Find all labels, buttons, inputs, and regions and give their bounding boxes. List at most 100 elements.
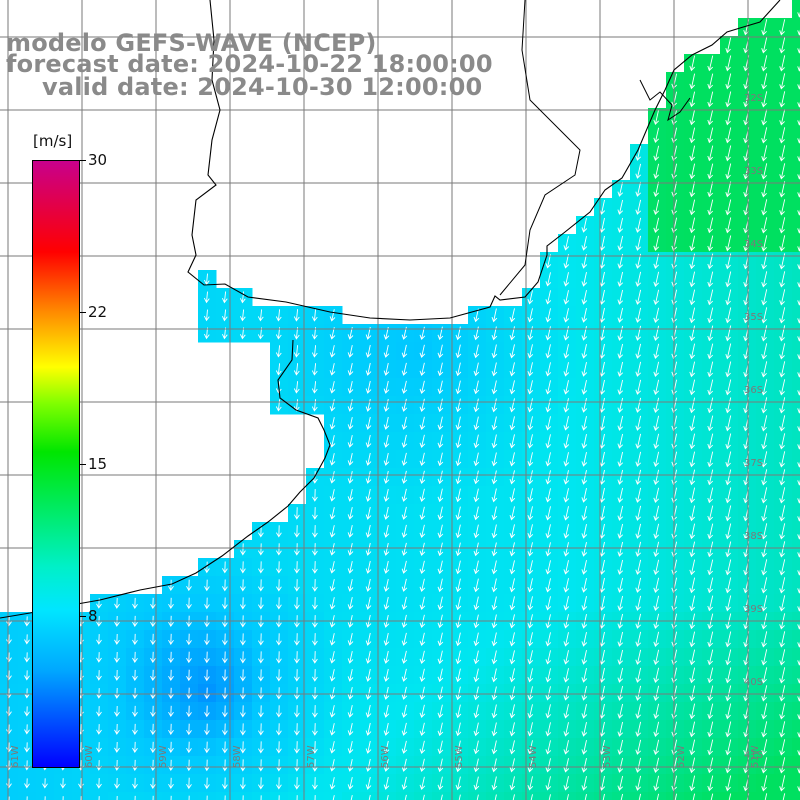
wind-vector [761,469,768,486]
wind-cell [792,396,800,415]
wind-vector [455,362,462,377]
wind-vector [365,416,372,430]
wind-vector [312,651,318,664]
wind-vector [401,668,408,682]
wind-vector [491,344,498,359]
wind-vector [653,109,660,126]
wind-vector [779,271,786,288]
wind-vector [689,163,696,180]
wind-vector [617,325,624,341]
wind-vector [132,723,138,735]
wind-vector [653,559,660,576]
wind-vector [365,596,372,610]
wind-vector [491,650,498,665]
wind-vector [186,597,192,610]
wind-vector [24,634,30,645]
wind-vector [222,651,228,664]
wind-vector [689,721,696,738]
wind-vector [635,559,642,575]
latitude-label: 33S [744,166,763,177]
wind-vector [779,541,786,558]
wind-cell [792,306,800,325]
wind-vector [761,505,768,522]
wind-vector [419,344,426,359]
wind-vector [689,397,696,414]
wind-vector [779,289,786,306]
wind-vector [473,722,480,737]
wind-vector [653,181,660,198]
wind-vector [258,651,264,664]
wind-vector [437,434,444,449]
wind-vector [761,397,768,414]
wind-cell [558,792,577,800]
wind-vector [168,597,174,610]
wind-vector [545,272,552,287]
wind-cell [792,702,800,721]
wind-vector [294,687,300,700]
wind-vector [258,633,264,646]
wind-vector [60,778,66,789]
wind-vector [221,291,228,304]
wind-vector [329,651,336,664]
wind-vector [329,705,336,718]
wind-vector [581,362,588,377]
wind-vector [422,794,425,800]
wind-vector [437,578,444,593]
wind-vector [204,633,210,646]
wind-vector [509,344,516,359]
wind-vector [581,560,588,575]
wind-vector [509,650,516,665]
wind-vector [186,651,192,664]
wind-vector [725,559,732,576]
wind-vector [491,524,498,539]
wind-vector [527,722,534,737]
wind-vector [725,235,732,252]
wind-vector [204,759,210,772]
wind-vector [509,632,516,647]
wind-vector [779,91,786,108]
wind-vector [293,381,300,394]
wind-vector [473,560,480,575]
wind-vector [635,271,642,287]
wind-vector [761,721,768,738]
wind-vector [527,650,534,665]
wind-vector [545,650,552,665]
wind-vector [437,524,444,539]
wind-vector [329,507,336,520]
wind-vector [186,741,192,754]
wind-vector [635,685,642,701]
wind-vector [617,451,624,467]
wind-vector [329,363,336,376]
wind-cell [360,792,379,800]
longitude-label: 51W [750,745,761,768]
wind-vector [617,469,624,485]
wind-cell [702,792,721,800]
wind-cell [792,0,800,19]
wind-vector [347,417,354,430]
wind-vector [689,739,696,756]
wind-vector [761,325,768,342]
wind-vector [617,541,624,557]
wind-vector [581,398,588,413]
wind-cell [72,792,91,800]
wind-vector [545,524,552,539]
wind-cell [792,450,800,469]
wind-vector [779,235,786,252]
wind-vector [329,399,336,412]
wind-vector [329,471,336,484]
wind-vector [437,596,444,611]
wind-vector [260,795,262,800]
wind-cell [792,270,800,289]
wind-vector [240,723,246,736]
wind-vector [347,687,354,700]
wind-cell [540,792,559,800]
wind-vector [653,469,660,486]
wind-vector [329,417,336,430]
wind-vector [473,776,480,791]
wind-vector [761,379,768,396]
wind-vector [276,525,282,538]
wind-vector [707,343,714,360]
wind-vector [383,560,390,574]
wind-vector [365,380,372,394]
wind-vector [581,308,588,323]
